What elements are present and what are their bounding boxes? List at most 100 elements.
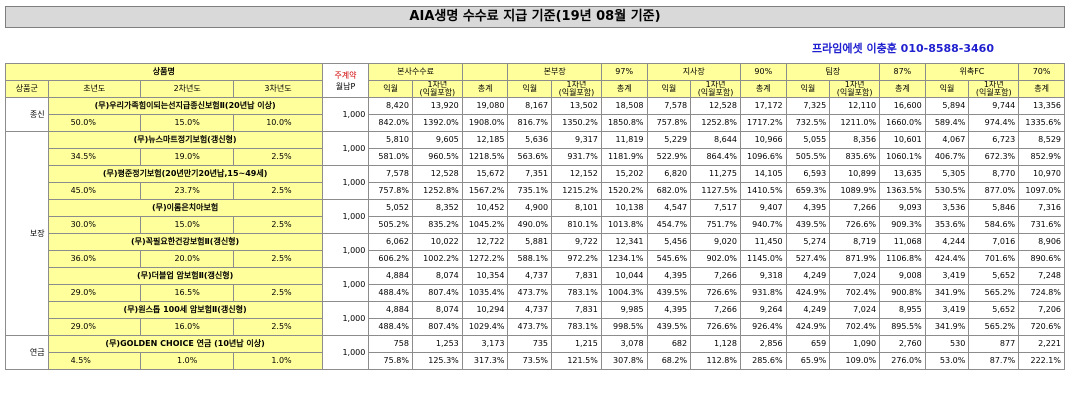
amount-cell: 13,920 [411,97,463,115]
section-fc-name: 위촉FC [924,63,1020,81]
amount-cell: 8,356 [829,131,881,149]
percent-cell: 424.9% [785,318,831,336]
amount-cell: 4,900 [507,199,553,217]
year-rate-cell: 2.5% [233,250,323,268]
amount-cell: 8,101 [551,199,602,217]
year-rate-cell: 30.0% [47,216,141,234]
amount-cell: 5,810 [368,131,413,149]
amount-cell: 7,024 [829,267,881,285]
premium-value: 1,000 [321,165,370,200]
product-header: 상품명 [5,63,323,81]
section-director-pct: 97% [600,63,648,81]
amount-cell: 5,652 [968,267,1020,285]
percent-cell: 1013.8% [600,216,648,234]
page-title: AIA생명 수수료 지급 기준(19년 08월 기준) [5,6,1065,28]
percent-cell: 341.9% [924,318,970,336]
amount-cell: 10,899 [829,165,881,183]
group-label: 종신 [5,97,49,132]
section-director-name: 본부장 [507,63,602,81]
percent-cell: 701.6% [968,250,1020,268]
percent-cell: 1252.8% [411,182,463,200]
group-label: 연금 [5,335,49,370]
percent-cell: 726.6% [690,318,741,336]
rate-row: 4.5% 1.0% 1.0% 75.8% 125.3% 317.3% 73.5% 121.5%… [6,352,1065,370]
premium-value: 1,000 [321,335,370,370]
percent-cell: 902.0% [690,250,741,268]
year1-header: 초년도 [47,80,141,98]
percent-cell: 581.0% [368,148,413,166]
percent-cell: 751.7% [690,216,741,234]
amount-cell: 7,325 [785,97,831,115]
amount-cell: 12,110 [829,97,881,115]
percent-cell: 940.7% [739,216,787,234]
percent-cell: 702.4% [829,318,881,336]
amount-cell: 10,452 [461,199,509,217]
amount-cell: 9,264 [739,301,787,319]
percent-cell: 877.0% [968,182,1020,200]
amount-cell: 5,052 [368,199,413,217]
year-rate-cell: 45.0% [47,182,141,200]
year-rate-cell: 1.0% [233,352,323,370]
product-row: (무)평준정기보험(20년만기20년납,15~49세) 1,000 7,578 12,… [6,165,1065,200]
amount-cell: 7,024 [829,301,881,319]
section-fc-pct: 70% [1018,63,1065,81]
percent-cell: 1096.6% [739,148,787,166]
year-rate-cell: 4.5% [47,352,141,370]
percent-cell: 931.7% [551,148,602,166]
amount-cell: 7,248 [1018,267,1065,285]
product-name: (무)이롬은치아보험 [47,199,323,217]
year3-header: 3차년도 [233,80,323,98]
percent-cell: 972.2% [551,250,602,268]
amount-cell: 12,152 [551,165,602,183]
percent-cell: 816.7% [507,114,553,132]
rate-row: 45.0% 23.7% 2.5% 757.8% 1252.8% 1567.2% 735.1%… [6,182,1065,200]
percent-cell: 890.6% [1018,250,1065,268]
amount-cell: 5,055 [785,131,831,149]
amount-cell: 10,601 [879,131,926,149]
amount-cell: 659 [785,335,831,353]
amount-cell: 16,600 [879,97,926,115]
percent-cell: 473.7% [507,318,553,336]
amount-cell: 17,172 [739,97,787,115]
percent-cell: 726.6% [690,284,741,302]
amount-cell: 7,517 [690,199,741,217]
contact-info: 프라임에셋 이충훈 010-8588-3460 [812,42,994,55]
product-row: (무)이롬은치아보험 1,000 5,052 8,352 10,452 4,900 8,10… [6,199,1065,234]
percent-cell: 783.1% [551,284,602,302]
product-name: (무)뉴스마트정기보험(갱신형) [47,131,323,149]
amount-cell: 10,966 [739,131,787,149]
percent-cell: 1002.2% [411,250,463,268]
percent-cell: 835.6% [829,148,881,166]
amount-cell: 530 [924,335,970,353]
amount-cell: 4,547 [646,199,692,217]
percent-cell: 864.4% [690,148,741,166]
subheader-total: 총계 [1018,80,1065,98]
section-branch-pct: 90% [739,63,787,81]
premium-value: 1,000 [321,131,370,166]
amount-cell: 9,985 [600,301,648,319]
year-rate-cell: 15.0% [139,216,235,234]
amount-cell: 9,722 [551,233,602,251]
amount-cell: 9,318 [739,267,787,285]
year-rate-cell: 29.0% [47,318,141,336]
percent-cell: 757.8% [368,182,413,200]
percent-cell: 109.0% [829,352,881,370]
year-rate-cell: 23.7% [139,182,235,200]
percent-cell: 659.3% [785,182,831,200]
percent-cell: 783.1% [551,318,602,336]
year-rate-cell: 19.0% [139,148,235,166]
product-row: (무)꼭필요한건강보험Ⅱ(갱신형) 1,000 6,062 10,022 12,722 5… [6,233,1065,268]
percent-cell: 488.4% [368,284,413,302]
subheader-first-year: 1차년 (익월포함) [690,80,741,98]
product-name: (무)평준정기보험(20년만기20년납,15~49세) [47,165,323,183]
section-team-pct: 87% [879,63,926,81]
section-hq-pct [461,63,509,81]
percent-cell: 53.0% [924,352,970,370]
percent-cell: 731.6% [1018,216,1065,234]
percent-cell: 285.6% [739,352,787,370]
percent-cell: 1410.5% [739,182,787,200]
product-row: (무)원스톱 100세 암보험Ⅱ(갱신형) 1,000 4,884 8,074 10,2… [6,301,1065,336]
percent-cell: 317.3% [461,352,509,370]
amount-cell: 6,723 [968,131,1020,149]
amount-cell: 7,578 [368,165,413,183]
